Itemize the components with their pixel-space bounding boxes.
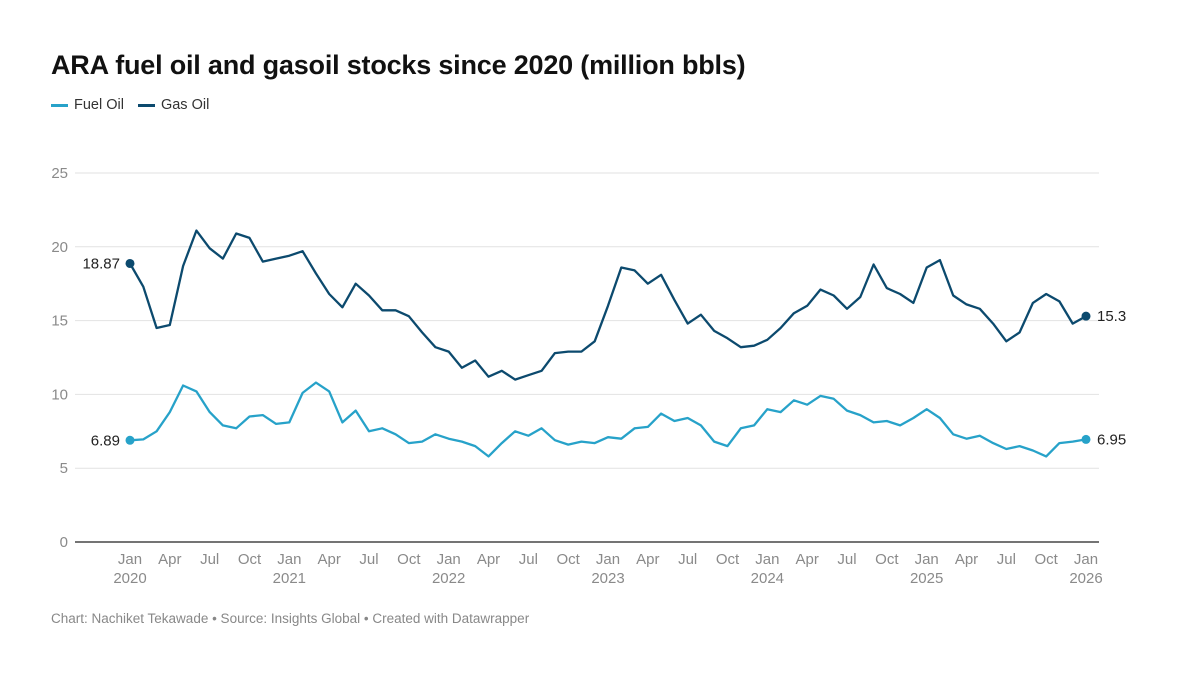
x-tick-label: Jan [277,551,301,568]
y-tick-label: 25 [51,165,68,182]
y-tick-label: 0 [60,534,68,551]
x-tick-label: Apr [636,551,659,568]
y-tick-label: 20 [51,239,68,256]
y-tick-label: 15 [51,313,68,330]
y-tick-label: 5 [60,460,68,477]
x-tick-label: Oct [556,551,580,568]
x-tick-label: Oct [716,551,740,568]
x-tick-label: Jan [437,551,461,568]
end-point-gas-oil [1081,311,1091,321]
end-point-fuel-oil [1081,434,1091,444]
x-tick-label: Jul [519,551,538,568]
legend-label-gas-oil: Gas Oil [160,97,210,113]
series-line-fuel-oil [128,381,1088,458]
x-tick-label: Apr [317,551,340,568]
x-tick-label: Jul [837,551,856,568]
end-value-label-gas-oil: 15.3 [1097,308,1126,325]
legend-item-gas-oil: Gas Oil [137,97,210,113]
x-tick-label: Jan [755,551,779,568]
x-tick-label: Apr [477,551,500,568]
legend-item-fuel-oil: Fuel Oil [51,97,124,113]
x-tick-label: Oct [397,551,421,568]
x-tick-label: Jan [118,551,142,568]
x-tick-label: Jul [359,551,378,568]
series-line-gas-oil [128,229,1088,381]
x-tick-label: Oct [1034,551,1058,568]
x-tick-year-label: 2020 [113,570,146,587]
x-tick-label: Oct [238,551,262,568]
start-value-label-gas-oil: 18.87 [82,255,120,272]
x-tick-label: Jan [915,551,939,568]
start-value-label-fuel-oil: 6.89 [91,432,120,449]
end-value-label-fuel-oil: 6.95 [1097,431,1126,448]
legend-swatch-fuel-oil [51,103,68,107]
legend-label-fuel-oil: Fuel Oil [74,97,124,113]
legend: Fuel Oil Gas Oil [51,97,209,113]
x-tick-label: Apr [158,551,181,568]
x-tick-year-label: 2026 [1069,570,1102,587]
x-tick-label: Jan [596,551,620,568]
start-point-gas-oil [125,258,135,268]
chart-title: ARA fuel oil and gasoil stocks since 202… [51,50,746,80]
x-tick-label: Apr [795,551,818,568]
x-tick-label: Jul [997,551,1016,568]
x-tick-year-label: 2023 [591,570,624,587]
x-tick-label: Jul [200,551,219,568]
x-tick-year-label: 2022 [432,570,465,587]
x-tick-year-label: 2021 [273,570,306,587]
x-tick-label: Oct [875,551,899,568]
chart-footer: Chart: Nachiket Tekawade • Source: Insig… [51,611,530,626]
x-tick-label: Jul [678,551,697,568]
x-tick-label: Jan [1074,551,1098,568]
y-tick-label: 10 [51,386,68,403]
x-tick-label: Apr [955,551,978,568]
start-point-fuel-oil [125,435,135,445]
legend-swatch-gas-oil [137,103,155,107]
x-tick-year-label: 2025 [910,570,943,587]
x-tick-year-label: 2024 [751,570,784,587]
